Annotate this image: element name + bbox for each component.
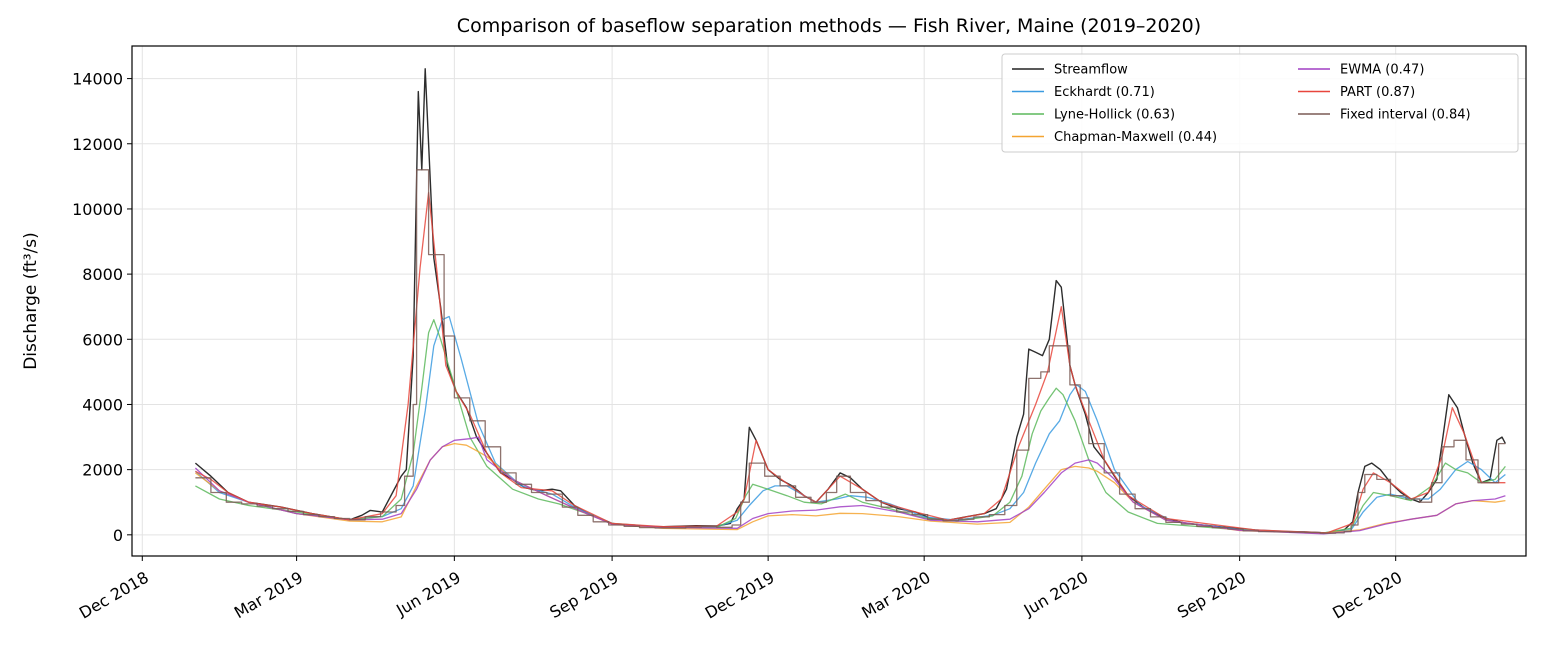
chart-title: Comparison of baseflow separation method…	[457, 15, 1201, 37]
plot-frame	[131, 45, 1527, 557]
y-axis: 0 2000 4000 6000 8000 10000 12000 14000	[72, 70, 132, 545]
legend-label-part-0-87: PART (0.87)	[1340, 85, 1415, 100]
series-line-eckhardt-0-71	[194, 315, 1506, 534]
grid	[132, 46, 1526, 556]
y-tick-label: 6000	[82, 330, 123, 349]
series-line-fixed-interval-0-84	[195, 169, 1506, 534]
series-line-lyne-hollick-0-63	[195, 319, 1506, 534]
y-tick-label: 2000	[82, 461, 123, 480]
legend-label-streamflow: Streamflow	[1054, 63, 1128, 78]
y-tick-label: 8000	[82, 265, 123, 284]
legend-box	[1001, 53, 1519, 153]
legend-label-fixed-interval-0-84: Fixed interval (0.84)	[1340, 108, 1471, 123]
legend-label-ewma-0-47: EWMA (0.47)	[1340, 63, 1424, 78]
y-tick-label: 4000	[82, 395, 123, 414]
legend-label-lyne-hollick-0-63: Lyne-Hollick (0.63)	[1054, 108, 1175, 123]
legend-label-chapman-maxwell-0-44: Chapman-Maxwell (0.44)	[1054, 130, 1217, 145]
y-tick-label: 0	[113, 526, 123, 545]
y-axis-label: Discharge (ft³/s)	[21, 232, 41, 370]
legend-label-eckhardt-0-71: Eckhardt (0.71)	[1054, 85, 1155, 100]
y-tick-label: 12000	[72, 135, 123, 154]
legend: Streamflow Eckhardt (0.71) Lyne-Hollick (0…	[1001, 53, 1519, 153]
y-tick-label: 10000	[72, 200, 123, 219]
series-lines	[194, 68, 1507, 535]
y-tick-label: 14000	[72, 70, 123, 89]
